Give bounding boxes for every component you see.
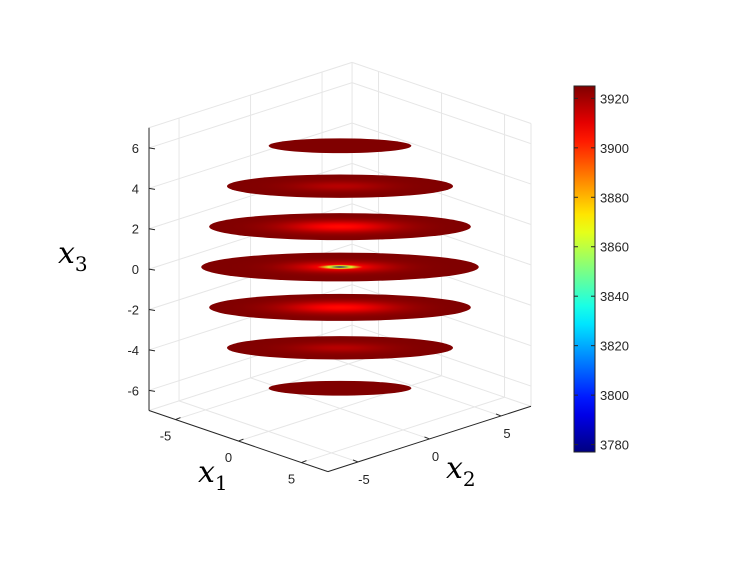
- colorbar: 3920 3900 3880 3860 3840 3820 3800 3780: [573, 85, 629, 453]
- z-tick-label: 0: [132, 262, 139, 277]
- z-tick-mark: [148, 268, 156, 271]
- x1-axis-label: x1: [198, 455, 228, 495]
- x2-tick-label: -5: [358, 472, 370, 487]
- x2-tick-mark: [352, 459, 359, 463]
- x1-axis-label-sub: 1: [215, 471, 228, 495]
- box-edge: [351, 61, 532, 124]
- z-tick-mark: [148, 228, 156, 231]
- x2-axis-label-sub: 2: [463, 467, 476, 491]
- disk-slice-z0: [201, 252, 479, 282]
- x2-axis-label-main: x: [446, 451, 463, 486]
- disk-slice-z-4: [227, 336, 453, 360]
- x1-tick-label: -5: [160, 429, 172, 444]
- disk-slice-z6: [268, 138, 412, 154]
- x2-axis-label: x2: [446, 451, 476, 491]
- z-tick-mark: [148, 389, 156, 392]
- x1-tick-label: 5: [288, 472, 295, 487]
- z-tick-mark: [148, 187, 156, 190]
- disk-slice-z-6: [268, 380, 412, 396]
- disk-slice-z2: [209, 213, 471, 241]
- colorbar-tick-label: 3880: [600, 190, 629, 205]
- colorbar-tick-label: 3800: [600, 388, 629, 403]
- tick-labels: 6 4 2 0 -2 -4 -6 -5 0 5 -5 0 5: [127, 141, 510, 487]
- x3-axis-label-sub: 3: [75, 252, 88, 276]
- colorbar-tick-label: 3900: [600, 141, 629, 156]
- x1-tick-mark: [238, 438, 244, 442]
- z-tick-mark: [148, 309, 156, 312]
- colorbar-tick-label: 3920: [600, 91, 629, 106]
- z-tick-label: -6: [127, 383, 139, 398]
- x2-tick-label: 5: [503, 426, 510, 441]
- z-gridline: [148, 82, 532, 149]
- x1-tick-mark: [301, 460, 307, 464]
- disk-slice-z4: [227, 174, 453, 198]
- z-tick-label: 2: [132, 222, 139, 237]
- x3-axis-label-main: x: [58, 236, 75, 271]
- colorbar-tick-label: 3780: [600, 438, 629, 453]
- x2-tick-mark: [495, 413, 502, 417]
- disk-slices: [201, 138, 479, 396]
- box-edge: [148, 61, 353, 129]
- z-tick-label: 6: [132, 141, 139, 156]
- axes: [148, 127, 532, 473]
- disk-slice-z-2: [209, 293, 471, 321]
- colorbar-tick-label: 3820: [600, 339, 629, 354]
- z-tick-label: 4: [132, 181, 139, 196]
- x1-tick-mark: [175, 417, 181, 421]
- z-tick-mark: [148, 147, 156, 150]
- z-tick-label: -2: [127, 303, 139, 318]
- z-tick-label: -4: [127, 343, 139, 358]
- colorbar-gradient: [573, 85, 596, 453]
- x1-axis-label-main: x: [198, 455, 215, 490]
- x2-tick-label: 0: [432, 449, 439, 464]
- x3-axis-label: x3: [58, 236, 88, 276]
- x2-tick-mark: [424, 436, 430, 440]
- colorbar-tick-label: 3840: [600, 289, 629, 304]
- floor-gridline: [321, 354, 502, 417]
- x1-tick-label: 0: [225, 450, 232, 465]
- z-tick-mark: [148, 349, 156, 352]
- colorbar-tick-label: 3860: [600, 240, 629, 255]
